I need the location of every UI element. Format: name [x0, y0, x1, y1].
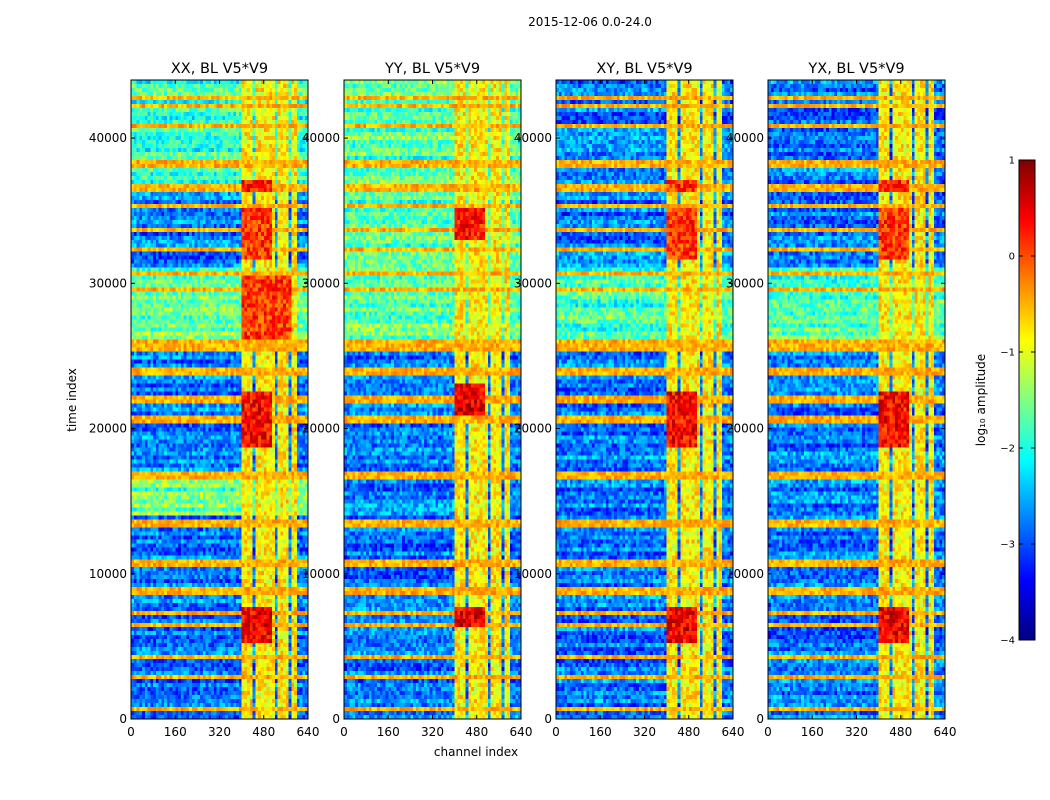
x-tick-label: 0: [552, 725, 560, 739]
x-tick-label: 480: [889, 725, 912, 739]
x-tick-label: 0: [127, 725, 135, 739]
y-tick-label: 10000: [514, 567, 552, 581]
x-tick-label: 320: [208, 725, 231, 739]
y-tick-label: 40000: [514, 131, 552, 145]
panel-1: XX, BL V5*V9 0 160 320 480 640 0 10000 20000 3000…: [89, 61, 320, 739]
y-tick-label: 20000: [89, 422, 127, 436]
colorbar-label: log₁₀ amplitude: [974, 354, 988, 446]
x-tick-label: 320: [633, 725, 656, 739]
panel-4: YX, BL V5*V9 0 160 320 480 640 0 10000 20000 3000…: [726, 61, 957, 739]
y-tick-label: 0: [756, 712, 764, 726]
panel-title: YX, BL V5*V9: [807, 61, 904, 77]
colorbar-tick-label: −2: [1000, 444, 1015, 455]
y-tick-label: 30000: [514, 276, 552, 290]
y-tick-label: 20000: [302, 422, 340, 436]
colorbar-tick-label: −4: [1000, 636, 1015, 647]
panels-layer: XX, BL V5*V9 0 160 320 480 640 0 10000 20000 3000…: [89, 61, 957, 739]
x-tick-label: 320: [845, 725, 868, 739]
panel-2: YY, BL V5*V9 0 160 320 480 640 0 10000 20000 3000…: [302, 61, 533, 739]
heatmap-image: [131, 80, 308, 719]
x-tick-label: 160: [801, 725, 824, 739]
y-tick-label: 10000: [726, 567, 764, 581]
x-tick-label: 0: [340, 725, 348, 739]
x-tick-label: 640: [722, 725, 745, 739]
y-tick-label: 10000: [302, 567, 340, 581]
y-tick-label: 10000: [89, 567, 127, 581]
y-tick-label: 30000: [302, 276, 340, 290]
panel-title: YY, BL V5*V9: [384, 61, 480, 77]
x-tick-label: 320: [421, 725, 444, 739]
colorbar-tick-label: 0: [1009, 252, 1015, 263]
y-tick-label: 20000: [726, 422, 764, 436]
y-tick-label: 40000: [302, 131, 340, 145]
y-tick-label: 30000: [89, 276, 127, 290]
colorbar: 1 0 −1 −2 −3 −4 log₁₀ amplitude: [974, 156, 1036, 647]
x-tick-label: 160: [377, 725, 400, 739]
y-tick-label: 30000: [726, 276, 764, 290]
x-tick-label: 480: [677, 725, 700, 739]
panel-title: XX, BL V5*V9: [171, 61, 268, 77]
y-tick-label: 40000: [726, 131, 764, 145]
y-tick-label: 0: [332, 712, 340, 726]
panel-3: XY, BL V5*V9 0 160 320 480 640 0 10000 20000 3000…: [514, 61, 745, 739]
panel-title: XY, BL V5*V9: [596, 61, 692, 77]
colorbar-tick-label: 1: [1009, 156, 1015, 167]
x-tick-label: 480: [465, 725, 488, 739]
heatmap-image: [344, 80, 521, 719]
x-tick-label: 160: [164, 725, 187, 739]
colorbar-ticks: 1 0 −1 −2 −3 −4: [1000, 156, 1035, 647]
y-tick-label: 20000: [514, 422, 552, 436]
figure-suptitle: 2015-12-06 0.0-24.0: [528, 15, 652, 29]
heatmap-image: [556, 80, 733, 719]
colorbar-gradient: [1018, 159, 1036, 641]
y-tick-label: 0: [544, 712, 552, 726]
x-tick-label: 640: [934, 725, 957, 739]
x-tick-label: 160: [589, 725, 612, 739]
y-tick-label: 0: [119, 712, 127, 726]
colorbar-tick-label: −3: [1000, 540, 1015, 551]
heatmap-image: [768, 80, 945, 719]
x-tick-label: 0: [764, 725, 772, 739]
x-tick-label: 640: [510, 725, 533, 739]
x-tick-label: 640: [297, 725, 320, 739]
y-axis-label: time index: [65, 368, 79, 432]
y-tick-label: 40000: [89, 131, 127, 145]
x-tick-label: 480: [252, 725, 275, 739]
x-axis-label: channel index: [434, 745, 518, 759]
colorbar-tick-label: −1: [1000, 348, 1015, 359]
